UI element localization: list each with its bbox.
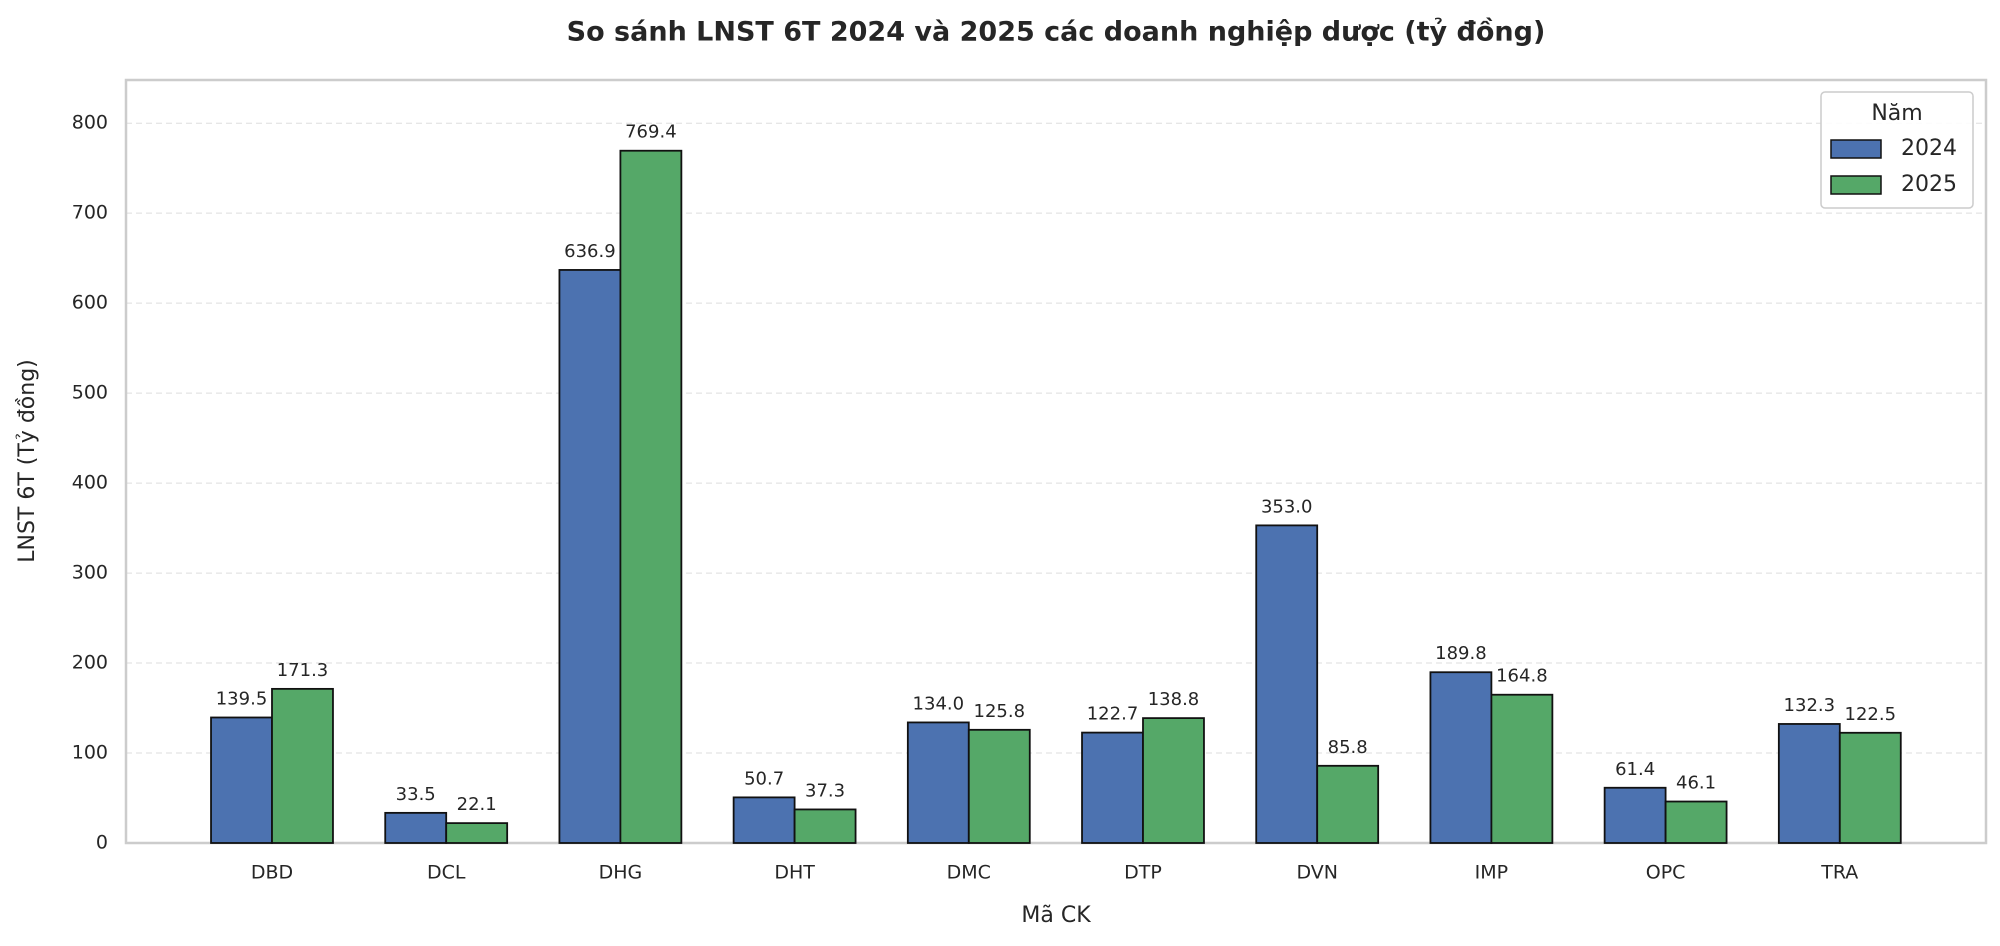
x-tick-label: DHG (599, 862, 643, 884)
x-axis-label: Mã CK (1021, 903, 1091, 928)
value-label: 33.5 (396, 784, 436, 805)
bar (1664, 800, 1728, 844)
value-label: 37.3 (805, 780, 845, 801)
value-label: 22.1 (457, 794, 497, 815)
plot-frame (124, 78, 1988, 845)
y-tick-label: 500 (72, 382, 108, 404)
value-label: 189.8 (1435, 643, 1487, 664)
bar (1603, 786, 1667, 844)
x-tick-label: OPC (1646, 862, 1686, 884)
y-tick-label: 300 (72, 562, 108, 584)
bar (732, 796, 796, 844)
x-tick-label: DMC (947, 862, 991, 884)
value-label: 122.5 (1845, 704, 1897, 725)
chart-title: So sánh LNST 6T 2024 và 2025 các doanh n… (567, 17, 1546, 48)
bar (1429, 671, 1493, 844)
bar (210, 716, 273, 844)
y-tick-label: 200 (72, 652, 108, 674)
legend-label: 2024 (1901, 136, 1957, 161)
bar (1316, 764, 1380, 844)
bar (1490, 693, 1554, 844)
bar (793, 808, 857, 844)
x-tick-label: DCL (427, 862, 466, 884)
value-label: 769.4 (625, 122, 677, 143)
y-tick-label: 700 (72, 202, 108, 224)
x-tick-label: IMP (1475, 862, 1508, 884)
bar (1081, 731, 1144, 844)
bar (1142, 717, 1205, 844)
value-label: 139.5 (216, 688, 268, 709)
y-tick-label: 100 (72, 742, 108, 764)
bar (1255, 524, 1319, 844)
bar (445, 822, 509, 844)
value-label: 132.3 (1784, 695, 1836, 716)
bar (906, 721, 970, 844)
x-tick-label: TRA (1820, 862, 1858, 884)
y-tick-label: 600 (72, 292, 108, 314)
y-tick-label: 400 (72, 472, 108, 494)
bar (271, 687, 334, 844)
bar (1777, 723, 1841, 844)
legend-swatch (1830, 175, 1882, 195)
legend-title: Năm (1871, 101, 1922, 126)
bar (384, 811, 448, 844)
legend-swatch (1830, 139, 1882, 159)
x-tick-label: DHT (774, 862, 815, 884)
bar (967, 728, 1031, 844)
x-tick-label: DVN (1296, 862, 1338, 884)
value-label: 353.0 (1261, 496, 1313, 517)
bar (1838, 731, 1902, 844)
value-label: 125.8 (974, 701, 1026, 722)
value-label: 171.3 (277, 660, 329, 681)
value-label: 134.0 (913, 693, 965, 714)
y-tick-label: 0 (96, 832, 108, 854)
x-tick-label: DBD (251, 862, 293, 884)
value-label: 636.9 (564, 241, 616, 262)
value-label: 138.8 (1148, 689, 1200, 710)
legend: Năm 2024 2025 (1820, 91, 1974, 209)
bar (619, 149, 683, 844)
x-tick-label: DTP (1124, 862, 1162, 884)
value-label: 46.1 (1676, 773, 1716, 794)
y-axis-label: LNST 6T (Tỷ đồng) (15, 359, 40, 563)
value-label: 50.7 (744, 768, 784, 789)
y-tick-label: 800 (72, 112, 108, 134)
value-label: 61.4 (1615, 759, 1655, 780)
legend-label: 2025 (1901, 172, 1957, 197)
value-label: 164.8 (1496, 666, 1548, 687)
value-label: 85.8 (1328, 737, 1368, 758)
bar (558, 269, 622, 844)
value-label: 122.7 (1087, 704, 1139, 725)
